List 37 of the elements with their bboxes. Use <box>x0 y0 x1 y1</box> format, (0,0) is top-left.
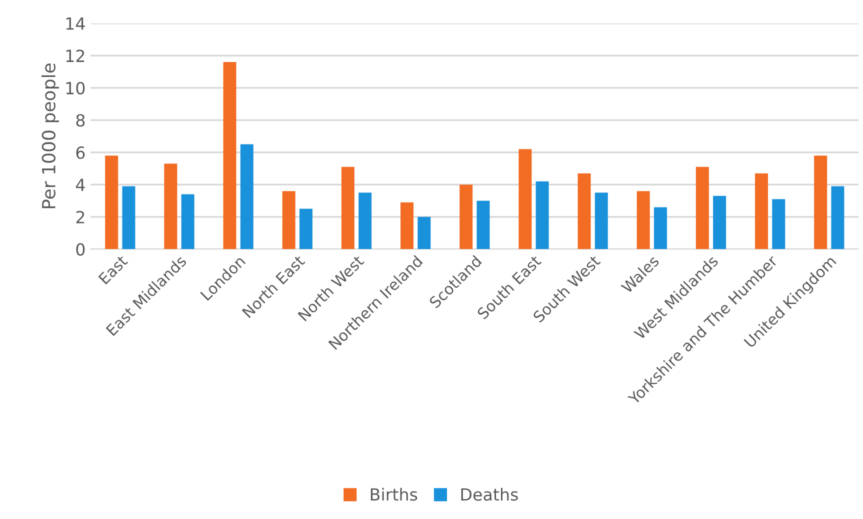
y-tick-label: 8 <box>76 114 85 127</box>
bar <box>418 216 431 250</box>
bar <box>240 144 254 250</box>
bar <box>282 191 296 250</box>
bar <box>105 156 118 250</box>
bar <box>460 184 473 250</box>
bar <box>518 149 532 250</box>
bar <box>636 191 650 250</box>
bar <box>181 194 194 250</box>
bar <box>772 199 786 250</box>
y-tick-label: 2 <box>76 210 84 224</box>
bar <box>164 164 178 250</box>
bar <box>578 173 591 250</box>
legend-label: Births <box>370 488 418 501</box>
bar <box>814 156 828 250</box>
y-tick-label: 14 <box>66 18 85 30</box>
bar <box>713 196 726 250</box>
bar <box>223 62 236 250</box>
bar <box>536 181 549 250</box>
bar <box>831 186 844 250</box>
y-tick-label: 0 <box>76 243 85 256</box>
y-axis-title: Per 1000 people <box>42 64 59 208</box>
y-tick-label: 6 <box>76 146 85 159</box>
bar <box>594 192 608 250</box>
y-tick-label: 4 <box>76 178 85 191</box>
bar <box>696 166 709 250</box>
bar <box>122 186 136 250</box>
bar <box>358 192 372 250</box>
bar <box>754 173 768 250</box>
bar <box>400 202 414 250</box>
bar <box>341 166 354 250</box>
y-tick-label: 12 <box>66 50 84 62</box>
bar <box>299 208 312 250</box>
y-tick-label: 10 <box>66 82 85 94</box>
bar <box>476 200 490 250</box>
bar <box>654 207 667 250</box>
legend-label: Deaths <box>461 488 518 501</box>
